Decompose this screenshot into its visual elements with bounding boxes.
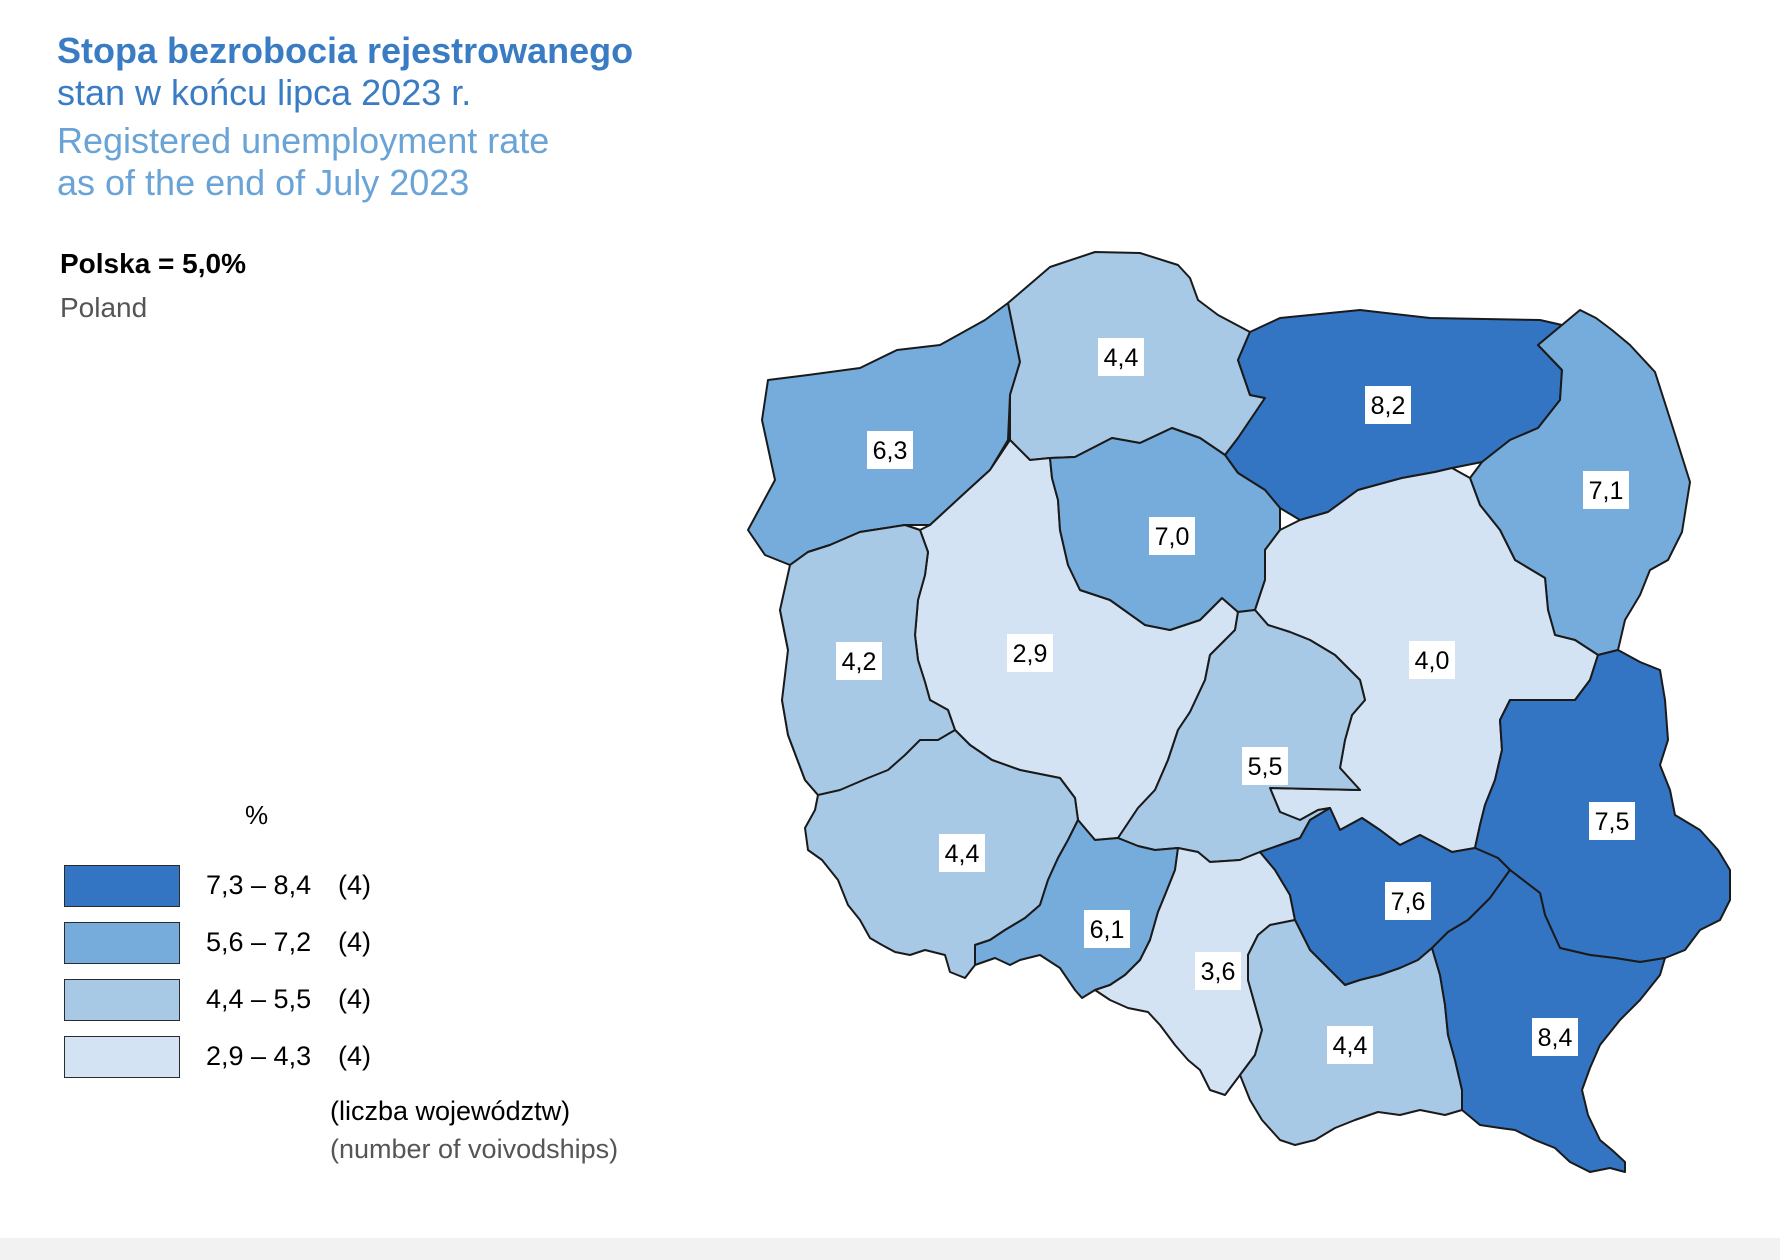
national-total-english: Poland [60, 292, 148, 323]
national-total-polish: Polska = 5,0% [60, 248, 247, 279]
legend-range: 5,6 – 7,2 [206, 927, 312, 957]
region-value-label: 4,0 [1415, 647, 1450, 675]
region-value-label: 8,4 [1538, 1024, 1573, 1052]
region-value-box [1583, 471, 1629, 509]
national-total: Polska = 5,0% Poland [60, 246, 246, 326]
legend-swatch [64, 978, 180, 1021]
legend-row: 5,6 – 7,2 (4) [64, 914, 371, 971]
legend-range: 2,9 – 4,3 [206, 1041, 312, 1071]
legend: 7,3 – 8,4 (4) 5,6 – 7,2 (4) 4,4 – 5,5 (4… [64, 857, 371, 1085]
region-value-label: 4,4 [945, 840, 980, 868]
region-value-box [1084, 910, 1130, 948]
legend-range: 4,4 – 5,5 [206, 984, 312, 1014]
region-value-box [1385, 882, 1431, 920]
region-value-box [1007, 634, 1053, 672]
title-english-line-1: Registered unemployment rate [57, 120, 550, 161]
legend-note: (liczba województw) (number of voivodshi… [330, 1092, 618, 1168]
map-header: Stopa bezrobocia rejestrowanego stan w k… [57, 30, 633, 204]
title-english-line-2: as of the end of July 2023 [57, 162, 470, 203]
region-value-box [836, 642, 882, 680]
legend-row: 4,4 – 5,5 (4) [64, 971, 371, 1028]
region-value-label: 7,6 [1391, 888, 1426, 916]
region-value-box [867, 431, 913, 469]
region-value-label: 7,0 [1155, 523, 1190, 551]
region-value-label: 2,9 [1013, 640, 1048, 668]
labels-layer: 6,3 4,4 8,2 7,1 4,2 2,9 7,0 4,0 5,5 7,5 4,4 6,1 3,6 7… [836, 338, 1635, 1064]
region-value-label: 4,4 [1333, 1032, 1368, 1060]
region-value-box [1242, 747, 1288, 785]
legend-swatch [64, 921, 180, 964]
legend-swatch [64, 1035, 180, 1078]
region-value-label: 6,1 [1090, 916, 1125, 944]
legend-count: (4) [338, 927, 371, 957]
region-value-label: 6,3 [873, 437, 908, 465]
region-value-box [1149, 517, 1195, 555]
region-value-label: 4,4 [1104, 344, 1139, 372]
legend-count: (4) [338, 1041, 371, 1071]
region-value-box [1409, 641, 1455, 679]
legend-note-english: (number of voivodships) [330, 1134, 619, 1164]
region-value-label: 7,5 [1595, 808, 1630, 836]
region-value-box [1327, 1026, 1373, 1064]
region-value-box [1589, 802, 1635, 840]
legend-unit: % [245, 800, 269, 830]
title-english: Registered unemployment rate as of the e… [57, 120, 633, 204]
legend-note-polish: (liczba województw) [330, 1096, 571, 1126]
regions-layer [747, 251, 1731, 1173]
region-value-label: 8,2 [1371, 392, 1406, 420]
region-value-box [939, 834, 985, 872]
region-value-box [1098, 338, 1144, 376]
legend-row: 7,3 – 8,4 (4) [64, 857, 371, 914]
region-value-box [1365, 386, 1411, 424]
legend-count: (4) [338, 870, 371, 900]
legend-swatch [64, 864, 180, 907]
region-value-label: 5,5 [1248, 753, 1283, 781]
legend-range: 7,3 – 8,4 [206, 870, 312, 900]
title-polish: Stopa bezrobocia rejestrowanego [57, 30, 634, 71]
region-value-box [1532, 1018, 1578, 1056]
region-value-box [1195, 952, 1241, 990]
footer-bar [0, 1238, 1780, 1260]
legend-row: 2,9 – 4,3 (4) [64, 1028, 371, 1085]
region-value-label: 7,1 [1589, 477, 1624, 505]
subtitle-polish: stan w końcu lipca 2023 r. [57, 72, 472, 113]
legend-count: (4) [338, 984, 371, 1014]
region-value-label: 4,2 [842, 648, 877, 676]
region-value-label: 3,6 [1201, 958, 1236, 986]
